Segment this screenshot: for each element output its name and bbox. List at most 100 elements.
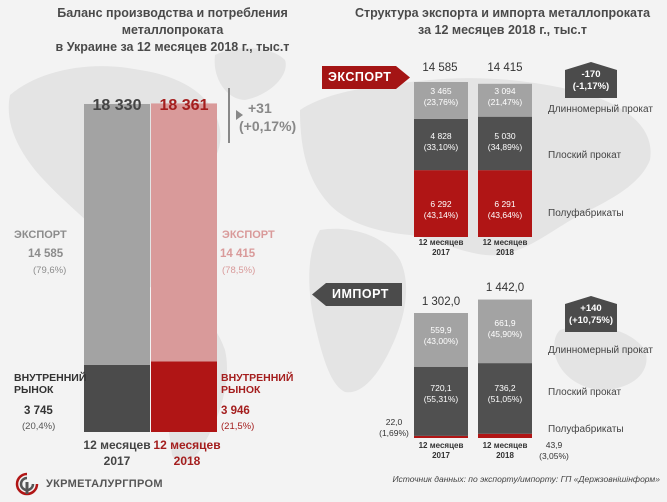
imp-period-2017: 12 месяцев 2017 <box>410 441 472 461</box>
import-flat-bar-2017 <box>414 366 468 436</box>
export-flat-bar-2018 <box>478 116 532 171</box>
exp-long-2017-value: 3 465 <box>430 86 452 96</box>
export-long-bar-2018 <box>478 83 532 117</box>
period-2017-label: 12 месяцев 2017 <box>80 437 154 469</box>
exp-period-2018-line1: 12 месяцев <box>482 238 528 247</box>
period-2018-year: 2018 <box>173 454 201 468</box>
import-change-arrow-icon <box>565 296 617 332</box>
imp-long-2018-value: 661,9 <box>494 318 516 328</box>
logo <box>14 471 40 497</box>
domestic-2018-title-l1: ВНУТРЕННИЙ <box>221 372 294 384</box>
export-2018-title: ЭКСПОРТ <box>222 229 275 241</box>
right-title-line2: за 12 месяцев 2018 г., тыс.т <box>418 23 587 37</box>
right-chart-title: Структура экспорта и импорта металлопрок… <box>340 5 665 39</box>
left-title-line1: Баланс производства и потребления металл… <box>57 6 288 37</box>
period-2017-line1: 12 месяцев <box>83 438 151 452</box>
export-bar-2017 <box>84 103 150 365</box>
imp-period-2017-line1: 12 месяцев <box>418 441 464 450</box>
import-tag: ИМПОРТ <box>312 283 402 306</box>
logo-text: УКРМЕТАЛУРГПРОМ <box>46 478 163 490</box>
export-total-2017: 14 585 <box>422 62 458 74</box>
exp-semis-2018-value: 6 291 <box>494 199 516 209</box>
domestic-2018-value: 3 946 <box>221 405 250 417</box>
exp-period-2018-year: 2018 <box>496 248 514 257</box>
imp-semis-2017-pct: (1,69%) <box>379 428 409 438</box>
left-title-line2: в Украине за 12 месяцев 2018 г., тыс.т <box>55 40 290 54</box>
exp-semis-2018-label: 6 291 (43,64%) <box>478 199 532 221</box>
export-bar-2018 <box>151 103 217 362</box>
imp-flat-2018-value: 736,2 <box>494 383 516 393</box>
total-2018-label: 18 361 <box>159 97 209 114</box>
import-total-2018: 1 442,0 <box>485 282 525 294</box>
export-semis-bar-2017 <box>414 170 468 237</box>
import-semis-bar-2017 <box>414 435 468 438</box>
imp-semis-2018-value: 43,9 <box>545 440 563 450</box>
exp-semis-2017-value: 6 292 <box>430 199 452 209</box>
import-change-box: +140 (+10,75%) <box>565 296 617 332</box>
change-arrowhead-icon <box>236 110 243 120</box>
exp-period-2017: 12 месяцев 2017 <box>410 238 472 258</box>
import-semis-bar-2018 <box>478 433 532 438</box>
domestic-bar-2017 <box>84 364 150 432</box>
period-2018-label: 12 месяцев 2018 <box>150 437 224 469</box>
export-change-arrow-icon <box>565 62 617 98</box>
export-long-bar-2017 <box>414 82 468 119</box>
domestic-2017-title: ВНУТРЕННИЙ РЫНОК <box>14 372 86 396</box>
domestic-2017-title-l2: РЫНОК <box>14 384 54 396</box>
export-flat-bar-2017 <box>414 118 468 171</box>
source-note: Источник данных: по экспорту/импорту: ГП… <box>392 474 660 484</box>
imp-semis-2017-value: 22,0 <box>385 417 403 427</box>
imp-period-2017-year: 2017 <box>432 451 450 460</box>
export-2018-pct: (78,5%) <box>222 265 256 276</box>
exp-cat-semis: Полуфабрикаты <box>548 208 624 219</box>
imp-flat-2018-pct: (51,05%) <box>487 394 523 404</box>
domestic-2018-title-l2: РЫНОК <box>221 384 261 396</box>
imp-cat-flat: Плоский прокат <box>548 387 622 398</box>
left-chart-title: Баланс производства и потребления металл… <box>5 5 340 56</box>
imp-cat-long: Длинномерный прокат <box>548 345 653 356</box>
exp-cat-flat: Плоский прокат <box>548 150 622 161</box>
change-pct-label: (+0,17%) <box>239 118 297 134</box>
imp-semis-2017-label: 22,0 (1,69%) <box>372 417 416 439</box>
imp-long-2018-pct: (45,90%) <box>487 329 523 339</box>
import-long-bar-2018 <box>478 299 532 364</box>
exp-flat-2018-value: 5 030 <box>494 131 516 141</box>
domestic-bar-2018 <box>151 361 217 432</box>
imp-flat-2017-label: 720,1 (55,31%) <box>414 383 468 405</box>
exp-long-2018-label: 3 094 (21,47%) <box>478 86 532 108</box>
exp-long-2017-label: 3 465 (23,76%) <box>414 86 468 108</box>
exp-flat-2017-value: 4 828 <box>430 131 452 141</box>
domestic-2018-title: ВНУТРЕННИЙ РЫНОК <box>221 372 293 396</box>
import-total-2017: 1 302,0 <box>421 296 461 308</box>
exp-cat-long: Длинномерный прокат <box>548 104 653 115</box>
imp-long-2018-label: 661,9 (45,90%) <box>478 318 532 340</box>
exp-semis-2017-pct: (43,14%) <box>423 210 459 220</box>
imp-flat-2018-label: 736,2 (51,05%) <box>478 383 532 405</box>
imp-long-2017-value: 559,9 <box>430 325 452 335</box>
export-change-pct: (-1,17%) <box>572 81 610 92</box>
imp-period-2018: 12 месяцев 2018 <box>474 441 536 461</box>
domestic-2017-title-l1: ВНУТРЕННИЙ <box>14 372 87 384</box>
exp-long-2018-pct: (21,47%) <box>487 97 523 107</box>
exp-flat-2017-pct: (33,10%) <box>423 142 459 152</box>
domestic-2018-pct: (21,5%) <box>221 421 255 432</box>
imp-long-2017-label: 559,9 (43,00%) <box>414 325 468 347</box>
export-change-box: -170 (-1,17%) <box>565 62 617 98</box>
change-arrow <box>228 88 240 143</box>
imp-long-2017-pct: (43,00%) <box>423 336 459 346</box>
exp-flat-2018-pct: (34,89%) <box>487 142 523 152</box>
exp-long-2017-pct: (23,76%) <box>423 97 459 107</box>
right-title-line1: Структура экспорта и импорта металлопрок… <box>354 6 651 20</box>
imp-flat-2017-value: 720,1 <box>430 383 452 393</box>
imp-period-2018-year: 2018 <box>496 451 514 460</box>
exp-period-2018: 12 месяцев 2018 <box>474 238 536 258</box>
imp-semis-2018-pct: (3,05%) <box>539 451 569 461</box>
export-tag: ЭКСПОРТ <box>322 66 410 89</box>
import-flat-bar-2018 <box>478 363 532 434</box>
export-total-2018: 14 415 <box>487 62 523 74</box>
domestic-2017-value: 3 745 <box>24 405 53 417</box>
export-2017-value: 14 585 <box>28 248 64 260</box>
import-long-bar-2017 <box>414 313 468 367</box>
